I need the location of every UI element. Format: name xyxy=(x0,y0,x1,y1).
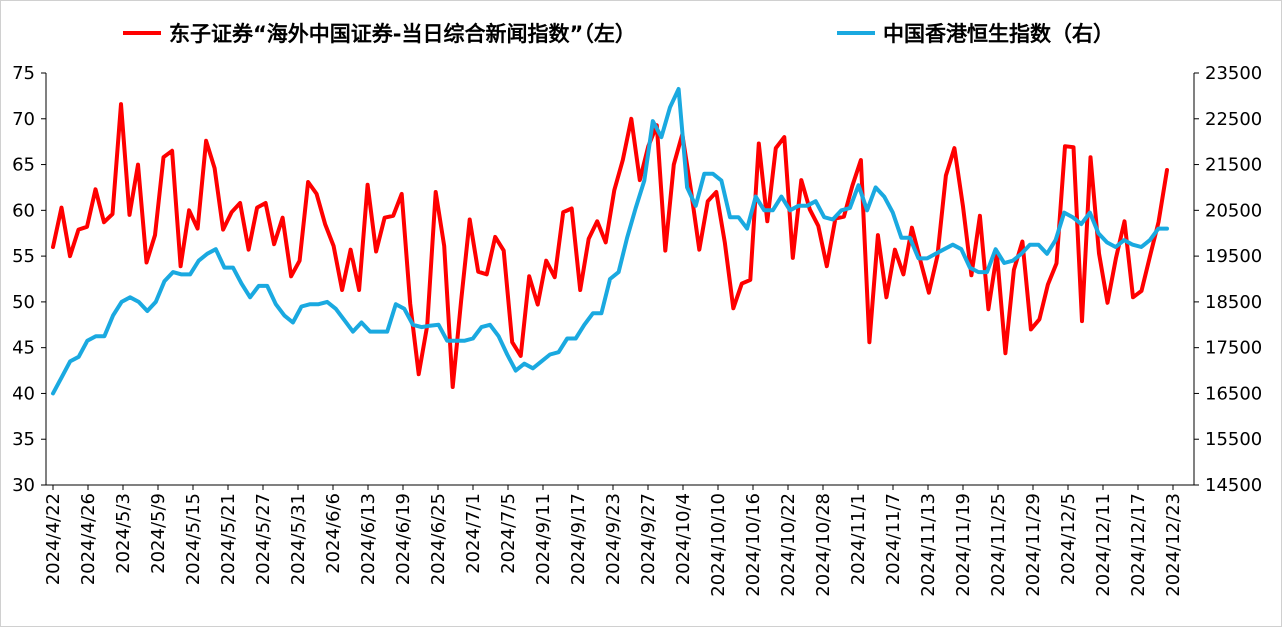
legend-label-hang-seng: 中国香港恒生指数（右） xyxy=(883,22,1114,46)
x-tick-label: 2024/12/11 xyxy=(1093,493,1114,597)
legend: 东子证券“海外中国证券-当日综合新闻指数”（左） 中国香港恒生指数（右） xyxy=(123,22,1114,46)
x-tick-label: 2024/9/23 xyxy=(603,493,624,585)
x-tick-label: 2024/10/4 xyxy=(673,493,694,585)
left-axis-ticks: 30 35 40 45 50 55 60 65 70 75 xyxy=(12,63,46,496)
series-line-hang-seng xyxy=(51,87,1169,396)
x-tick-label: 2024/5/15 xyxy=(183,493,204,585)
x-tick-label: 2024/7/5 xyxy=(498,493,519,574)
left-tick-label: 55 xyxy=(12,246,35,267)
x-tick-label: 2024/5/21 xyxy=(218,493,239,585)
x-tick-label: 2024/12/17 xyxy=(1128,493,1149,597)
x-tick-label: 2024/6/6 xyxy=(323,493,344,574)
x-tick-label: 2024/10/10 xyxy=(708,493,729,597)
x-tick-label: 2024/4/26 xyxy=(78,493,99,585)
right-tick-label: 18500 xyxy=(1205,292,1262,313)
right-tick-label: 17500 xyxy=(1205,338,1262,359)
left-tick-label: 30 xyxy=(12,475,35,496)
x-tick-label: 2024/11/19 xyxy=(953,493,974,597)
series-layer xyxy=(51,87,1169,396)
left-tick-label: 65 xyxy=(12,155,35,176)
legend-label-news-index: 东子证券“海外中国证券-当日综合新闻指数”（左） xyxy=(169,22,636,46)
x-tick-label: 2024/5/31 xyxy=(288,493,309,585)
left-tick-label: 40 xyxy=(12,383,35,404)
x-tick-label: 2024/9/17 xyxy=(568,493,589,585)
x-tick-label: 2024/9/27 xyxy=(638,493,659,585)
left-tick-label: 50 xyxy=(12,292,35,313)
x-tick-label: 2024/12/5 xyxy=(1058,493,1079,585)
x-axis-ticks: 2024/4/22 2024/4/26 2024/5/3 2024/5/9 2024/5… xyxy=(43,485,1184,597)
right-tick-label: 20500 xyxy=(1205,200,1262,221)
right-tick-label: 16500 xyxy=(1205,383,1262,404)
x-tick-label: 2024/5/9 xyxy=(148,493,169,574)
right-tick-label: 22500 xyxy=(1205,109,1262,130)
x-tick-label: 2024/11/13 xyxy=(918,493,939,597)
x-tick-label: 2024/7/1 xyxy=(463,493,484,574)
x-tick-label: 2024/11/1 xyxy=(848,493,869,585)
x-tick-label: 2024/11/29 xyxy=(1023,493,1044,597)
right-tick-label: 15500 xyxy=(1205,429,1262,450)
x-tick-label: 2024/5/3 xyxy=(113,493,134,574)
series-line-news-index xyxy=(51,102,1169,389)
x-tick-label: 2024/10/28 xyxy=(813,493,834,597)
x-tick-label: 2024/10/16 xyxy=(743,493,764,597)
left-tick-label: 45 xyxy=(12,338,35,359)
x-tick-label: 2024/6/25 xyxy=(428,493,449,585)
right-axis-ticks: 14500 15500 16500 17500 18500 19500 20500 21500… xyxy=(1194,63,1262,496)
x-tick-label: 2024/9/11 xyxy=(533,493,554,585)
left-tick-label: 35 xyxy=(12,429,35,450)
x-tick-label: 2024/6/13 xyxy=(358,493,379,585)
left-tick-label: 75 xyxy=(12,63,35,84)
left-tick-label: 70 xyxy=(12,109,35,130)
right-tick-label: 21500 xyxy=(1205,155,1262,176)
x-tick-label: 2024/11/25 xyxy=(988,493,1009,597)
left-tick-label: 60 xyxy=(12,200,35,221)
x-tick-label: 2024/4/22 xyxy=(43,493,64,585)
x-tick-label: 2024/12/23 xyxy=(1163,493,1184,597)
x-tick-label: 2024/10/22 xyxy=(778,493,799,597)
x-tick-label: 2024/11/7 xyxy=(883,493,904,585)
right-tick-label: 23500 xyxy=(1205,63,1262,84)
x-tick-label: 2024/5/27 xyxy=(253,493,274,585)
right-tick-label: 14500 xyxy=(1205,475,1262,496)
right-tick-label: 19500 xyxy=(1205,246,1262,267)
x-tick-label: 2024/6/19 xyxy=(393,493,414,585)
